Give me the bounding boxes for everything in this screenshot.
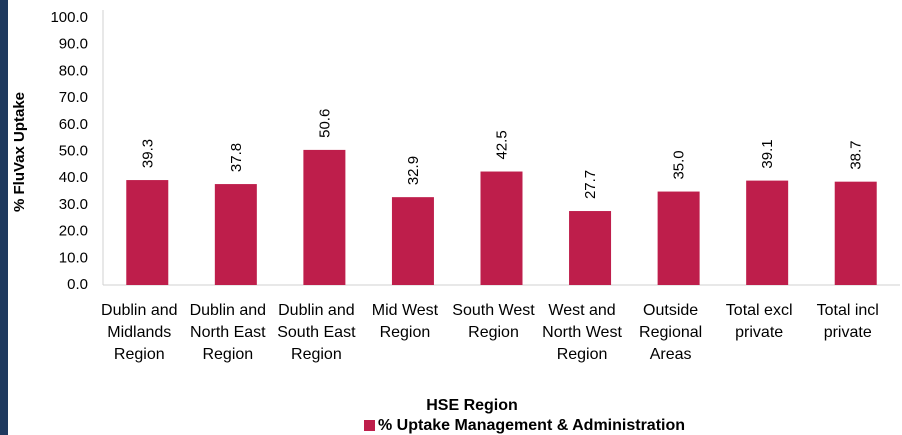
bar <box>391 197 434 285</box>
y-tick-label: 20.0 <box>59 223 88 240</box>
data-label: 32.9 <box>405 156 422 185</box>
y-tick-label: 80.0 <box>59 62 88 79</box>
data-label: 42.5 <box>494 130 511 159</box>
bar <box>303 149 346 285</box>
bar <box>214 184 257 285</box>
y-axis-title: % FluVax Uptake <box>11 92 28 212</box>
y-tick-label: 0.0 <box>67 276 88 293</box>
y-tick-label: 90.0 <box>59 36 88 53</box>
y-tick-label: 100.0 <box>50 9 88 26</box>
x-tick-label: Total excl private <box>725 302 793 341</box>
bar <box>657 191 700 285</box>
x-tick-label: Dublin and North East Region <box>189 302 267 363</box>
bar <box>126 180 169 285</box>
legend-label: % Uptake Management & Administration <box>378 417 685 434</box>
bar <box>480 171 523 285</box>
side-strip <box>0 0 8 435</box>
y-tick-label: 30.0 <box>59 196 88 213</box>
x-tick-label: Total incl private <box>816 302 879 341</box>
data-label: 38.7 <box>848 140 865 169</box>
x-tick-label: Outside Regional Areas <box>639 302 703 363</box>
y-tick-label: 10.0 <box>59 249 88 266</box>
x-tick-label: Dublin and Midlands Region <box>101 302 178 363</box>
x-tick-label: Dublin and South East Region <box>277 302 356 363</box>
x-tick-label: South West Region <box>452 302 535 341</box>
x-axis-title: HSE Region <box>426 397 518 414</box>
data-label: 39.3 <box>139 139 156 168</box>
y-tick-label: 60.0 <box>59 116 88 133</box>
data-label: 50.6 <box>316 109 333 138</box>
y-tick-label: 70.0 <box>59 89 88 106</box>
x-tick-label: West and North West Region <box>542 302 622 363</box>
bar <box>569 211 612 285</box>
data-label: 37.8 <box>228 143 245 172</box>
y-tick-label: 40.0 <box>59 169 88 186</box>
data-label: 27.7 <box>582 170 599 199</box>
data-label: 39.1 <box>759 139 776 168</box>
data-label: 35.0 <box>671 150 688 179</box>
legend-swatch <box>364 420 375 431</box>
y-tick-label: 50.0 <box>59 142 88 159</box>
x-tick-label: Mid West Region <box>371 302 439 341</box>
bar <box>746 180 789 285</box>
bar <box>834 181 877 285</box>
